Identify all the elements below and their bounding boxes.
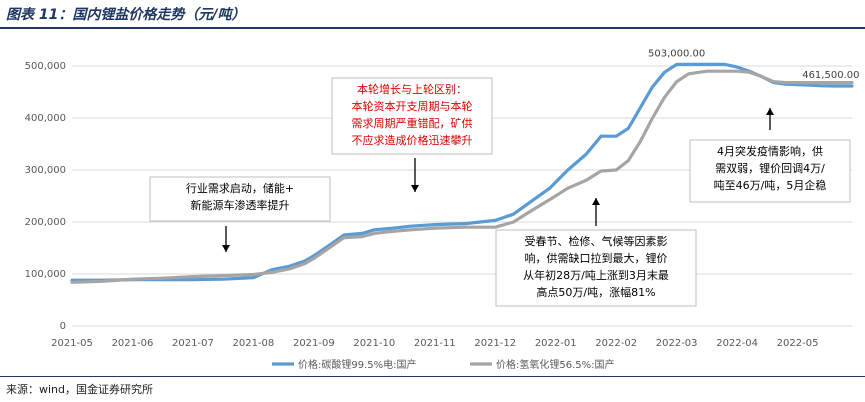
figure-title: 图表 11：国内锂盐价格走势（元/吨） (6, 7, 246, 23)
y-tick-label: 400,000 (25, 113, 66, 124)
x-tick-label: 2021-11 (414, 338, 456, 349)
annotation-line: 新能源车渗透率提升 (191, 198, 290, 212)
arrow-head (222, 245, 230, 252)
annotation-box (689, 139, 851, 203)
x-tick-label: 2021-05 (51, 338, 93, 349)
y-tick-label: 500,000 (25, 61, 66, 72)
x-tick-label: 2021-07 (172, 338, 214, 349)
annotation-a1: 行业需求启动，储能+ 新能源车渗透率提升 (149, 176, 331, 252)
y-tick-label: 300,000 (25, 165, 66, 176)
annotation-line: 高点50万/吨，涨幅81% (536, 285, 655, 299)
y-axis-ticks: 0 100,000 200,000 300,000 400,000 500,000 (25, 61, 66, 332)
annotation-line: 本轮资本开支周期与本轮 (352, 99, 473, 113)
annotation-line: 不应求造成价格迅速攀升 (352, 133, 473, 147)
annotation-line: 受春节、检修、气候等因素影 (525, 234, 668, 248)
data-label: 503,000.00 (648, 48, 705, 59)
annotation-line: 行业需求启动，储能+ (186, 181, 294, 195)
x-tick-label: 2022-01 (535, 338, 577, 349)
series-lines (70, 62, 854, 284)
line-chart: 0 100,000 200,000 300,000 400,000 500,000 202… (25, 48, 860, 371)
annotation-box (149, 176, 331, 222)
legend-item: 价格:氢氧化锂56.5%:国产 (470, 358, 615, 371)
y-tick-label: 200,000 (25, 217, 66, 228)
legend-label: 价格:氢氧化锂56.5%:国产 (496, 358, 615, 371)
annotation-line: 4月突发疫情影响，供 (717, 144, 823, 158)
x-tick-label: 2022-05 (777, 338, 819, 349)
annotation-box (495, 229, 697, 307)
y-tick-label: 0 (60, 321, 66, 332)
source-note: 来源：wind，国金证券研究所 (6, 383, 154, 396)
annotation-line: 从年初28万/吨上涨到3月末最 (523, 268, 669, 282)
legend: 价格:碳酸锂99.5%电:国产 价格:氢氧化锂56.5%:国产 (272, 358, 615, 371)
data-label: 461,500.00 (802, 70, 859, 81)
x-tick-label: 2021-09 (293, 338, 335, 349)
x-tick-label: 2021-12 (474, 338, 516, 349)
annotation-line: 需求周期严重错配，矿供 (352, 116, 473, 130)
arrow-head (592, 198, 600, 205)
annotations: 行业需求启动，储能+ 新能源车渗透率提升 本轮增长与上轮区别： 本轮资本开支周期与本轮… (149, 77, 851, 307)
annotation-line: 本轮增长与上轮区别： (357, 82, 467, 96)
annotation-box (331, 77, 493, 155)
arrow-head (766, 108, 774, 115)
x-tick-label: 2022-03 (656, 338, 698, 349)
legend-item: 价格:碳酸锂99.5%电:国产 (272, 358, 417, 371)
figure-header: 图表 11：国内锂盐价格走势（元/吨） (0, 0, 865, 29)
annotation-line: 需双弱，锂价回调4万/ (715, 161, 825, 175)
annotation-a3: 受春节、检修、气候等因素影响，供需缺口拉到最大，锂价从年初28万/吨上涨到3月末… (495, 198, 697, 307)
y-tick-label: 100,000 (25, 269, 66, 280)
series-line-lithium-hydroxide (70, 69, 854, 284)
x-tick-label: 2021-10 (353, 338, 395, 349)
x-tick-label: 2022-02 (595, 338, 637, 349)
annotation-line: 响，供需缺口拉到最大，锂价 (525, 251, 668, 265)
title-rule (0, 27, 865, 29)
x-axis-ticks: 2021-05 2021-06 2021-07 2021-08 2021-09 2021-… (51, 338, 818, 349)
footer-rule (0, 376, 865, 377)
x-tick-label: 2021-06 (112, 338, 154, 349)
annotation-a2: 本轮增长与上轮区别： 本轮资本开支周期与本轮需求周期严重错配，矿供不应求造成价格迅… (331, 77, 493, 192)
x-tick-label: 2022-04 (716, 338, 758, 349)
x-tick-label: 2021-08 (232, 338, 274, 349)
data-labels: 503,000.00 461,500.00 (648, 48, 859, 81)
arrow-head (411, 185, 419, 192)
legend-label: 价格:碳酸锂99.5%电:国产 (298, 358, 417, 371)
annotation-line: 吨至46万/吨，5月企稳 (714, 178, 827, 192)
